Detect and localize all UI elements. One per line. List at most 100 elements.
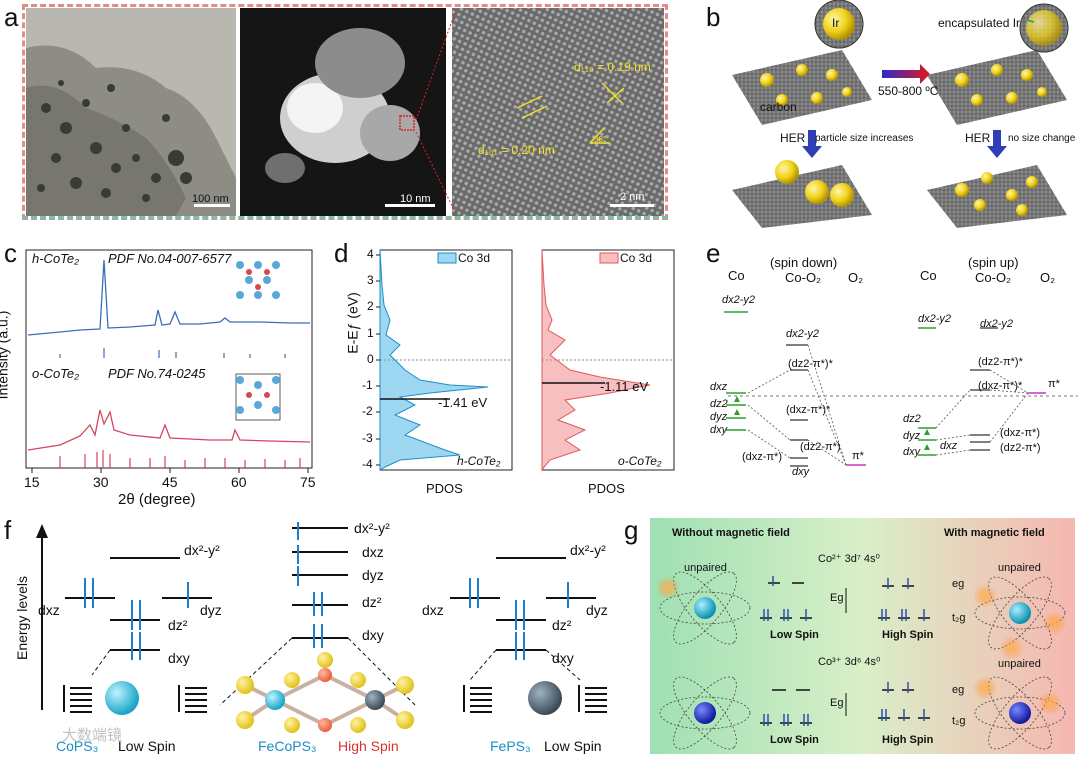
g-Eg-top: Eɡ — [830, 592, 844, 604]
right-legend: Co 3d — [620, 251, 653, 265]
f-right-dyz: dyz — [586, 602, 608, 618]
right-material: o-CoTe₂ — [618, 454, 662, 468]
f-fecops3: FeCoPS₃ — [258, 738, 317, 754]
g-low-spin-bottom: Low Spin — [770, 734, 819, 746]
e-dz2-left: dz2 — [710, 398, 728, 410]
e-dx2y2-right2: dx2-y2 — [980, 318, 1014, 330]
g-eg-bottom: eɡ — [952, 684, 965, 696]
e-xz-pi-bond-right: (dxz-π*) — [1000, 427, 1040, 439]
left-pdos-xlabel: PDOS — [426, 481, 463, 496]
f-mid-dx2y2: dx²-y² — [354, 520, 390, 536]
left-legend: Co 3d — [458, 251, 491, 265]
panel-label-a: a — [4, 2, 19, 32]
zoom-lines — [415, 9, 457, 215]
e-left-spin: (spin down) — [770, 255, 838, 270]
f-left-dz2: dz² — [168, 617, 188, 633]
e-right-o2: O₂ — [1040, 270, 1056, 285]
o-pdf-label: PDF No.74-0245 — [108, 366, 206, 381]
o-crystal-inset — [228, 368, 290, 426]
pdos-ytick-m4: -4 — [362, 457, 373, 471]
carbon-label: carbon — [760, 100, 797, 114]
e-right-co: Co — [920, 268, 937, 283]
pdos-ytick-3: 3 — [367, 273, 374, 287]
pdos-ytick-2: 2 — [367, 299, 374, 313]
pdos-ylabel: E-Eƒ (eV) — [344, 292, 361, 354]
o-cote2-pattern — [27, 409, 311, 451]
g-high-spin-top: High Spin — [882, 629, 934, 641]
e-dyz-right: dyz — [903, 430, 921, 442]
her-left-label: HER — [780, 131, 806, 145]
g-t2g-bottom: t₂ɡ — [952, 715, 966, 727]
xrd-tick-60: 60 — [231, 474, 247, 490]
f-right-dz2: dz² — [552, 617, 572, 633]
f-low-spin-left: Low Spin — [118, 738, 176, 754]
svg-text:38°: 38° — [594, 135, 606, 144]
f-mid-dxz: dxz — [362, 544, 384, 560]
e-left-co: Co — [728, 268, 745, 283]
panel-a-bottom-dash — [22, 216, 668, 219]
panel-label-b: b — [706, 2, 721, 32]
e-dxy-right: dxy — [903, 446, 921, 458]
energy-levels-label: Energy levels — [14, 575, 31, 661]
xrd-tick-75: 75 — [300, 474, 316, 490]
hrtem-image: 38° — [452, 8, 664, 216]
g-unpaired-top-right: unpaired — [998, 562, 1041, 574]
right-dband-value: -1.11 eV — [600, 379, 649, 394]
pdos-chart — [376, 249, 675, 472]
her-left-note: particle size increases — [815, 133, 914, 144]
e-xz-pi-bond: (dxz-π*) — [742, 451, 782, 463]
e-pi-right: π* — [1048, 378, 1060, 390]
pdos-ytick-m1: -1 — [362, 378, 373, 392]
her-right-label: HER — [965, 131, 991, 145]
pdos-ytick-m2: -2 — [362, 404, 373, 418]
f-left-dxy: dxy — [168, 650, 190, 666]
f-cops3: CoPS₃ — [56, 738, 99, 754]
g-unpaired-bottom-right: unpaired — [998, 658, 1041, 670]
pdos-ytick-4: 4 — [367, 247, 374, 261]
xrd-xlabel: 2θ (degree) — [118, 491, 196, 508]
e-dxy-mid: dxy — [792, 466, 810, 478]
xrd-ylabel: Intensity (a.u.) — [0, 310, 11, 400]
pdos-ytick-1: 1 — [367, 326, 374, 340]
e-left-coo2: Co-O₂ — [785, 270, 822, 285]
pdos-ytick-m3: -3 — [362, 431, 373, 445]
spin-state-diagram — [36, 522, 607, 733]
f-mid-dxy: dxy — [362, 627, 384, 643]
h-crystal-inset — [228, 255, 290, 313]
e-right-spin: (spin up) — [968, 255, 1019, 270]
panel-label-g: g — [624, 515, 639, 545]
xrd-tick-15: 15 — [24, 474, 40, 490]
xrd-tick-45: 45 — [162, 474, 178, 490]
g-co2-config: Co²⁺ 3d⁷ 4s⁰ — [818, 553, 880, 565]
g-low-spin-top: Low Spin — [770, 629, 819, 641]
f-right-dxy: dxy — [552, 650, 574, 666]
e-xz-pi-left: (dxz-π*)* — [786, 404, 831, 416]
panel-label-f: f — [4, 515, 12, 545]
e-z2-pi-right: (dz2-π*)* — [978, 356, 1023, 368]
g-with-field: With magnetic field — [944, 527, 1045, 539]
e-dx2y2-mid: dx2-y2 — [786, 328, 820, 340]
xrd-chart — [25, 249, 313, 473]
panel-label-e: e — [706, 238, 721, 268]
panel-label-d: d — [334, 238, 349, 268]
e-xz-pi-right: (dxz-π*)* — [978, 380, 1023, 392]
e-dx2y2-left: dx2-y2 — [722, 294, 756, 306]
e-dyz-left: dyz — [710, 411, 728, 423]
ir-label: Ir — [832, 16, 840, 30]
o-phase-label: o-CoTe₂ — [32, 366, 80, 381]
left-dband-value: -1.41 eV — [438, 395, 488, 410]
g-high-spin-bottom: High Spin — [882, 734, 934, 746]
temperature-label: 550-800 ºC — [878, 84, 939, 98]
f-high-spin: High Spin — [338, 738, 399, 754]
right-pdos-xlabel: PDOS — [588, 481, 625, 496]
e-dx2y2-right1: dx2-y2 — [918, 313, 952, 325]
h-phase-label: h-CoTe₂ — [32, 251, 80, 266]
g-background — [650, 518, 1075, 754]
e-pi-left: π* — [852, 450, 864, 462]
f-feps3: FePS₃ — [490, 738, 531, 754]
e-dz2-right: dz2 — [903, 413, 921, 425]
g-t2g-top: t₂ɡ — [952, 612, 966, 624]
xrd-tick-30: 30 — [93, 474, 109, 490]
g-Eg-bottom: Eɡ — [830, 697, 844, 709]
e-dxz-right: dxz — [940, 440, 958, 452]
